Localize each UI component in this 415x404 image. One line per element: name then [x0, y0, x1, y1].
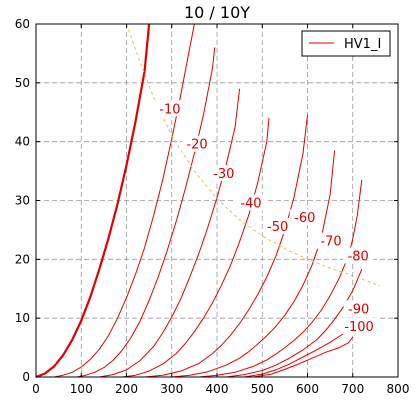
curve-label-bg [343, 300, 374, 317]
series-line-grid4 [121, 118, 270, 378]
curve-label-bg [262, 217, 293, 234]
series-line-grid1 [54, 23, 195, 378]
series-line-grid5 [144, 115, 308, 378]
series-line-grid7 [198, 179, 363, 378]
series-line-grid9 [244, 324, 354, 378]
x-tick-label: 100 [70, 382, 93, 396]
curve-label: -80 [348, 249, 369, 264]
curve-label: -70 [320, 235, 341, 250]
load-line-curve [126, 23, 381, 287]
x-tick-label: 700 [341, 382, 364, 396]
curve-label: -50 [267, 220, 288, 235]
x-tick-label: 600 [296, 382, 319, 396]
legend: HV1_I [301, 30, 391, 57]
x-tick-label: 0 [32, 382, 40, 396]
curve-label: -90 [348, 302, 369, 317]
y-tick-label: 30 [15, 194, 30, 208]
y-tick-label: 10 [15, 311, 30, 325]
curve-label: -100 [344, 320, 374, 335]
load-line [126, 23, 381, 287]
x-tick-label: 300 [160, 382, 183, 396]
series-line-grid6 [171, 150, 336, 378]
curve-label-bg [340, 317, 379, 334]
curve-label: -30 [213, 167, 234, 182]
curve-label: -10 [159, 102, 180, 117]
y-tick-label: 20 [15, 252, 30, 266]
curve-label-bg [343, 247, 374, 264]
curve-label: -40 [240, 196, 261, 211]
x-tick-label: 200 [115, 382, 138, 396]
curve-label-bg [208, 165, 239, 182]
series-line-grid10 [253, 336, 354, 378]
chart-title: 10 / 10Y [184, 3, 250, 22]
axis-ticks: 0 100 200 300 400 500 600 700 800 0 10 20 30 40 50 60 [15, 17, 410, 396]
curve-label-bg [182, 135, 213, 152]
series-line-grid2 [76, 47, 216, 378]
curve-labels: -10 -20 -30 -40 -50 -60 -70 -80 -90 -100 [154, 100, 379, 335]
curve-label: -60 [294, 211, 315, 226]
x-tick-label: 500 [251, 382, 274, 396]
y-tick-label: 50 [15, 76, 30, 90]
curve-label-bg [289, 209, 320, 226]
y-tick-label: 0 [22, 370, 30, 384]
curve-label-bg [316, 232, 347, 249]
y-tick-label: 60 [15, 17, 30, 31]
y-tick-label: 40 [15, 135, 30, 149]
curve-label-bg [154, 100, 185, 117]
series-line-hv1-i [35, 23, 151, 379]
curve-label: -20 [186, 138, 207, 153]
x-tick-label: 400 [206, 382, 229, 396]
legend-label: HV1_I [344, 37, 381, 52]
x-tick-label: 800 [387, 382, 410, 396]
curve-label-bg [235, 194, 266, 211]
